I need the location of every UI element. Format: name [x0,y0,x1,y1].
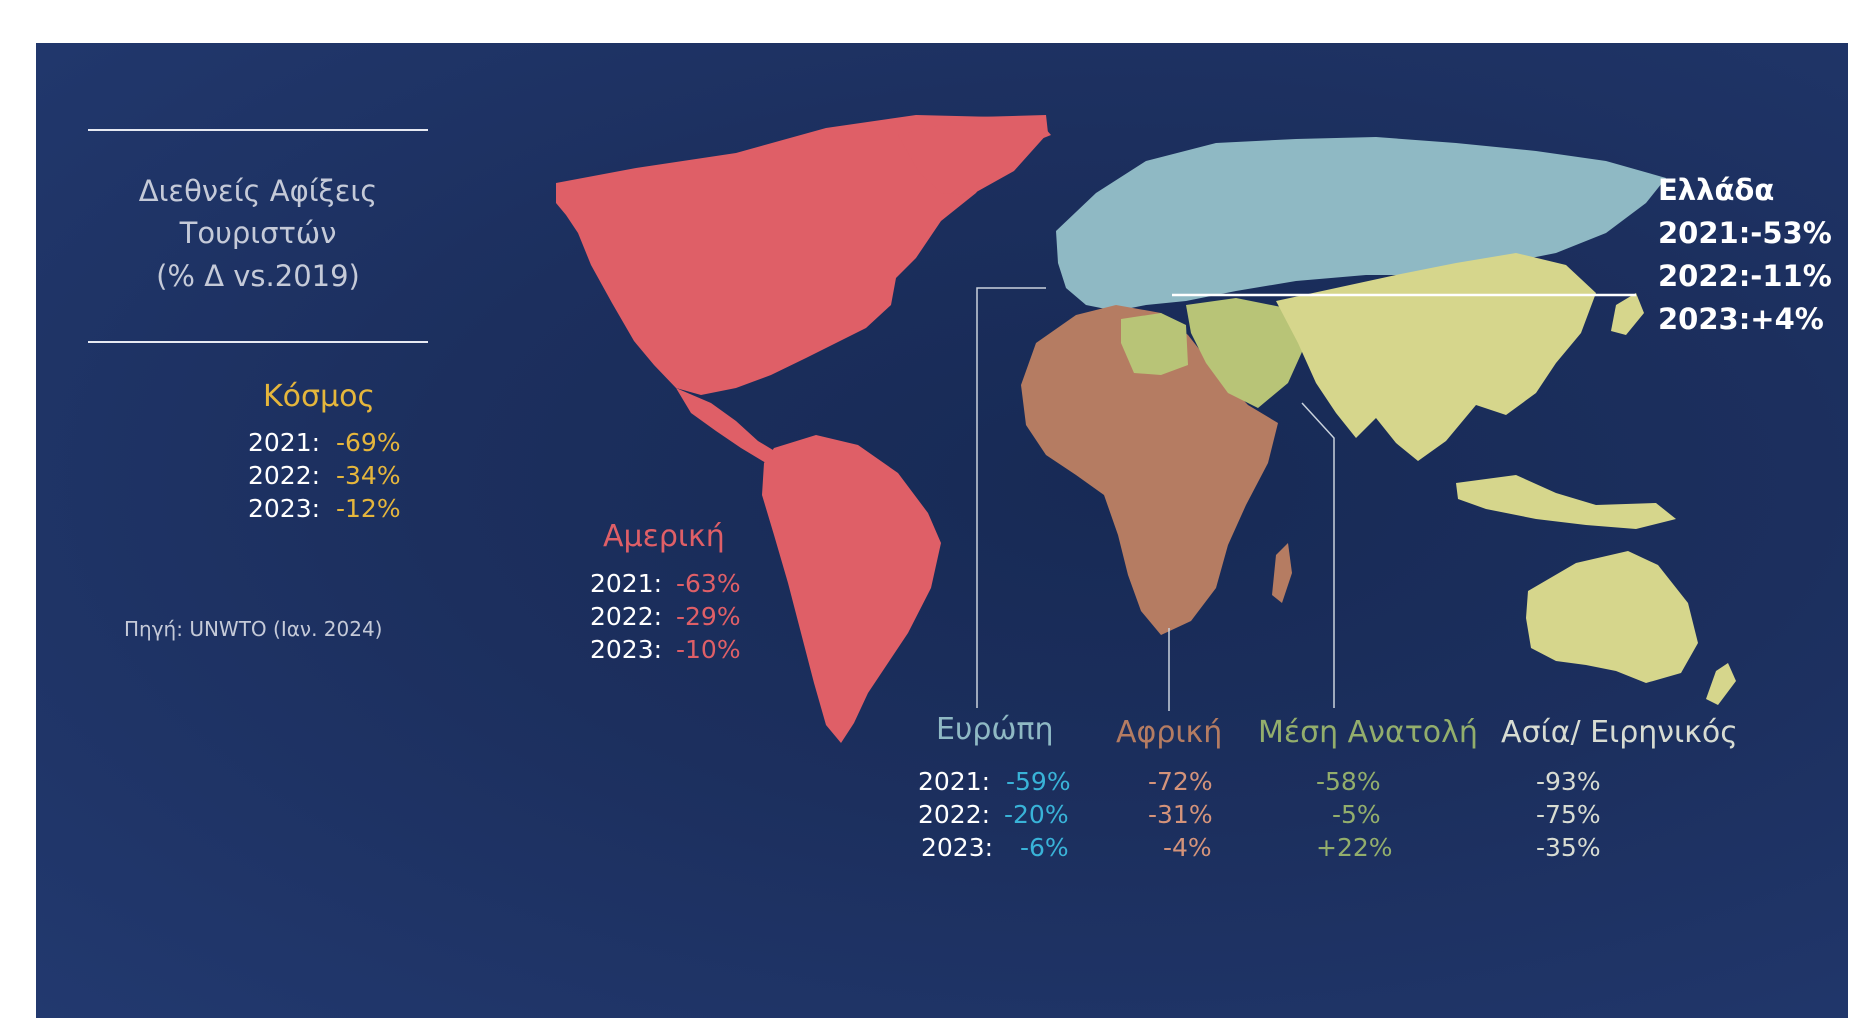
world-year-2023: 2023: [248,494,321,523]
title-top-divider [88,129,428,131]
north-america-shape [556,115,1051,395]
middle-east-value-2022: -5% [1332,800,1381,829]
europe-leader-line [976,287,1046,708]
region-middle-east[interactable] [1121,298,1306,408]
bottom-year-2021: 2021: [918,767,991,796]
world-label: Κόσμος [263,379,376,414]
australia-shape [1526,551,1698,683]
world-year-2021: 2021: [248,428,321,457]
bottom-year-2022: 2022: [918,800,991,829]
greece-label: Ελλάδα [1658,173,1775,207]
title-line-3: (% Δ vs.2019) [156,259,360,293]
greece-2021: 2021:-53% [1658,216,1832,250]
source-note: Πηγή: UNWTO (Ιαν. 2024) [124,617,383,641]
bottom-year-2023: 2023: [921,833,994,862]
america-value-2022: -29% [676,602,741,631]
region-africa[interactable] [1021,305,1292,635]
asia-value-2022: -75% [1536,800,1601,829]
america-year-2022: 2022: [590,602,663,631]
new-zealand-shape [1706,663,1736,705]
europe-value-2022: -20% [1004,800,1069,829]
africa-value-2022: -31% [1148,800,1213,829]
europe-value-2021: -59% [1006,767,1071,796]
world-value-2023: -12% [336,494,401,523]
region-america[interactable] [556,115,1051,743]
middle-east-value-2023: +22% [1316,833,1393,862]
africa-value-2021: -72% [1148,767,1213,796]
europe-label: Ευρώπη [936,712,1054,747]
region-europe[interactable] [1056,137,1666,311]
asia-value-2021: -93% [1536,767,1601,796]
greece-2023: 2023:+4% [1658,302,1824,336]
america-year-2021: 2021: [590,569,663,598]
indonesia-shape [1456,475,1676,529]
title-line-2: Τουριστών [179,216,337,250]
world-value-2022: -34% [336,461,401,490]
asia-pacific-label: Ασία/ Ειρηνικός [1501,715,1738,750]
infographic-panel: Διεθνείς Αφίξεις Τουριστών (% Δ vs.2019)… [36,43,1848,1018]
title-bottom-divider [88,341,428,343]
middle-east-shape [1186,298,1306,408]
africa-label: Αφρική [1116,715,1223,750]
asia-value-2023: -35% [1536,833,1601,862]
world-value-2021: -69% [336,428,401,457]
title-line-1: Διεθνείς Αφίξεις [138,174,378,208]
america-value-2023: -10% [676,635,741,664]
world-year-2022: 2022: [248,461,321,490]
greenland-shape [898,115,1048,195]
madagascar-shape [1272,543,1292,603]
middle-east-value-2021: -58% [1316,767,1381,796]
america-value-2021: -63% [676,569,741,598]
middle-east-leader-line [1301,402,1335,708]
europe-russia-shape [1056,137,1666,311]
region-asia-pacific[interactable] [1276,253,1736,705]
asia-shape [1276,253,1596,461]
africa-value-2023: -4% [1163,833,1212,862]
america-label: Αμερική [603,519,725,554]
america-year-2023: 2023: [590,635,663,664]
world-map [556,115,1736,743]
north-africa-shape [1121,313,1188,375]
south-america-shape [762,435,941,743]
middle-east-label: Μέση Ανατολή [1258,715,1478,750]
europe-value-2023: -6% [1020,833,1069,862]
greece-2022: 2022:-11% [1658,259,1832,293]
africa-shape [1021,305,1278,635]
japan-shape [1611,293,1644,335]
central-america-shape [676,388,778,463]
